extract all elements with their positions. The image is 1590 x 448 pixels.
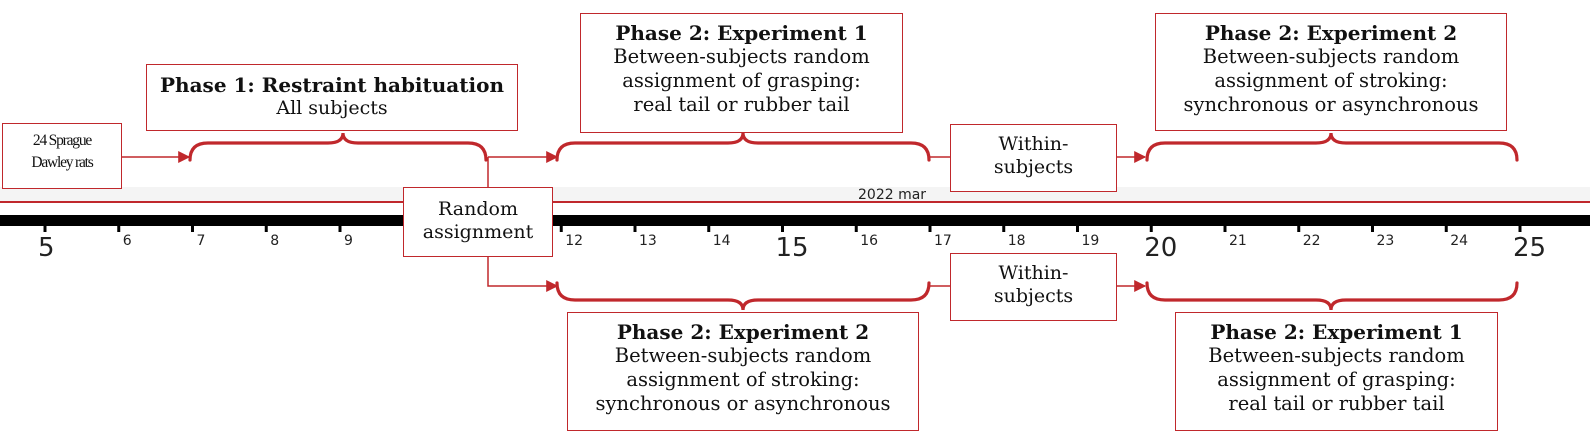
timeline-tick-label: 20 bbox=[1144, 233, 1177, 263]
timeline-tick bbox=[633, 224, 637, 232]
top-exp1-title: Phase 2: Experiment 1 bbox=[615, 21, 868, 45]
top-exp2-line-3: synchronous or asynchronous bbox=[1183, 92, 1479, 116]
bottom-within-subjects-box: Within- subjects bbox=[950, 253, 1117, 321]
timeline-tick bbox=[559, 224, 563, 232]
bottom-exp2-line-1: Between-subjects random bbox=[614, 344, 872, 368]
timeline-ticks: 5678910111213141516171819202122232425 bbox=[38, 224, 1546, 263]
bottom-exp1-line-2: assignment of grasping: bbox=[1217, 368, 1456, 392]
connectors bbox=[122, 151, 1147, 292]
timeline-tick bbox=[1149, 224, 1153, 232]
timeline-tick bbox=[1371, 224, 1374, 232]
timeline-tick-label: 9 bbox=[344, 233, 353, 249]
arrow-random-to-bottom-exp2 bbox=[487, 256, 559, 292]
timeline-tick-label: 23 bbox=[1377, 233, 1395, 249]
top-exp2-line-2: assignment of stroking: bbox=[1214, 69, 1448, 93]
top-exp2-title: Phase 2: Experiment 2 bbox=[1204, 21, 1458, 45]
timeline-axis-bar bbox=[0, 215, 1590, 226]
timeline-tick bbox=[43, 224, 47, 232]
timeline-tick-label: 18 bbox=[1008, 233, 1026, 249]
timeline-tick bbox=[1297, 224, 1301, 232]
brace-bottom-exp2 bbox=[555, 281, 931, 311]
bottom-experiment1-box: Phase 2: Experiment 1 Between-subjects r… bbox=[1175, 312, 1498, 431]
top-exp1-line-1: Between-subjects random bbox=[613, 45, 870, 69]
timeline-tick-label: 24 bbox=[1450, 233, 1468, 249]
timeline-tick bbox=[928, 224, 932, 232]
timeline-tick bbox=[854, 224, 858, 232]
random-line-1: Random bbox=[438, 198, 518, 220]
timeline-tick bbox=[338, 224, 342, 232]
timeline-tick bbox=[1518, 224, 1522, 232]
timeline-tick bbox=[264, 224, 268, 232]
timeline-tick-label: 12 bbox=[565, 233, 583, 249]
timeline-tick bbox=[117, 224, 121, 232]
bottom-within-line-1: Within- bbox=[998, 262, 1069, 284]
bottom-exp1-line-1: Between-subjects random bbox=[1208, 344, 1465, 368]
subjects-line-1: 24 Sprague bbox=[32, 132, 92, 149]
top-within-line-1: Within- bbox=[998, 133, 1069, 155]
brace-top-exp1 bbox=[555, 132, 931, 162]
bottom-exp2-line-2: assignment of stroking: bbox=[626, 368, 860, 392]
bottom-experiment2-box: Phase 2: Experiment 2 Between-subjects r… bbox=[567, 312, 919, 431]
timeline: 2022 mar 5678910111213141516171819202122… bbox=[0, 187, 1590, 263]
subjects-box: 24 Sprague Dawley rats bbox=[2, 123, 122, 189]
timeline-tick-label: 13 bbox=[639, 233, 657, 249]
random-line-2: assignment bbox=[422, 221, 534, 244]
timeline-tick-label: 15 bbox=[776, 233, 809, 263]
top-within-line-2: subjects bbox=[993, 156, 1074, 179]
timeline-tick-label: 21 bbox=[1229, 233, 1247, 249]
timeline-tick-label: 8 bbox=[270, 233, 279, 249]
timeline-tick-label: 6 bbox=[123, 233, 132, 249]
timeline-tick bbox=[191, 224, 194, 232]
subjects-line-2: Dawley rats bbox=[31, 154, 93, 171]
top-exp2-line-1: Between-subjects random bbox=[1202, 45, 1460, 69]
timeline-tick-label: 5 bbox=[38, 233, 55, 263]
timeline-tick-label: 22 bbox=[1303, 233, 1321, 249]
timeline-tick bbox=[1444, 224, 1448, 232]
timeline-tick bbox=[707, 224, 711, 232]
timeline-tick bbox=[1002, 224, 1006, 232]
top-within-subjects-box: Within- subjects bbox=[950, 124, 1117, 192]
timeline-tick bbox=[781, 224, 784, 232]
bottom-exp1-line-3: real tail or rubber tail bbox=[1228, 391, 1445, 415]
timeline-label: 2022 mar bbox=[858, 187, 926, 203]
top-exp1-line-2: assignment of grasping: bbox=[622, 69, 861, 93]
phase1-box: Phase 1: Restraint habituation All subje… bbox=[146, 64, 518, 131]
timeline-tick-label: 25 bbox=[1513, 233, 1546, 263]
bottom-exp2-title: Phase 2: Experiment 2 bbox=[616, 320, 870, 344]
timeline-tick bbox=[1223, 224, 1227, 232]
bottom-exp1-title: Phase 2: Experiment 1 bbox=[1210, 320, 1463, 344]
timeline-shade bbox=[0, 187, 1590, 202]
timeline-tick-label: 16 bbox=[860, 233, 878, 249]
phase1-line-1: All subjects bbox=[276, 97, 388, 120]
brace-phase1 bbox=[188, 132, 488, 162]
top-experiment2-box: Phase 2: Experiment 2 Between-subjects r… bbox=[1155, 13, 1507, 131]
braces bbox=[188, 132, 1519, 311]
timeline-tick-label: 7 bbox=[197, 233, 206, 249]
timeline-tick-label: 14 bbox=[713, 233, 731, 249]
timeline-tick-label: 19 bbox=[1082, 233, 1100, 249]
random-assignment-box: Random assignment bbox=[403, 187, 553, 257]
timeline-tick bbox=[1076, 224, 1079, 232]
bottom-within-line-2: subjects bbox=[993, 285, 1074, 308]
brace-bottom-exp1 bbox=[1145, 281, 1519, 311]
phase1-title: Phase 1: Restraint habituation bbox=[160, 73, 504, 97]
timeline-tick-label: 17 bbox=[934, 233, 952, 249]
top-exp1-line-3: real tail or rubber tail bbox=[633, 92, 850, 116]
top-experiment1-box: Phase 2: Experiment 1 Between-subjects r… bbox=[580, 13, 903, 133]
bottom-exp2-line-3: synchronous or asynchronous bbox=[595, 391, 891, 415]
brace-top-exp2 bbox=[1145, 132, 1519, 162]
